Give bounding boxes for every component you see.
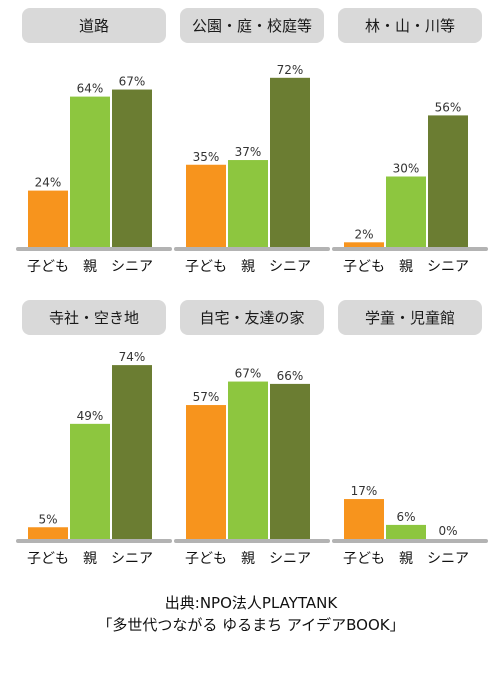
- category-label-parent: 親: [241, 551, 255, 567]
- value-label-senior: 72%: [277, 63, 304, 77]
- source-line-1: 出典:NPO法人PLAYTANK: [164, 594, 338, 612]
- bar-senior: [270, 77, 310, 247]
- category-label-parent: 親: [83, 551, 97, 567]
- panel-title-box: [180, 8, 324, 43]
- category-label-child: 子ども: [27, 551, 69, 567]
- source-note: 出典:NPO法人PLAYTANK 「多世代つながる ゆるまち アイデアBOOK」: [0, 592, 502, 636]
- chart-panel: 自宅・友達の家 57% 子ども 67% 親 66% シニア: [174, 300, 330, 567]
- bar-parent: [70, 423, 110, 539]
- value-label-child: 2%: [354, 227, 373, 241]
- category-label-parent: 親: [83, 259, 97, 275]
- category-label-senior: シニア: [269, 259, 311, 275]
- chart-grid: 道路 24% 子ども 64% 親 67% シニア 公園・庭・校庭等 35% 子ども 37% 親 72% シ…: [16, 8, 488, 567]
- value-label-child: 24%: [35, 176, 62, 190]
- panel-title-box: [338, 300, 482, 335]
- bar-parent: [228, 160, 268, 247]
- category-label-senior: シニア: [269, 551, 311, 567]
- axis-baseline: [174, 247, 330, 251]
- panel-title: 寺社・空き地: [49, 309, 139, 327]
- category-label-senior: シニア: [427, 259, 469, 275]
- value-label-child: 5%: [38, 512, 57, 526]
- value-label-senior: 66%: [277, 369, 304, 383]
- axis-baseline: [332, 539, 488, 543]
- bar-senior: [112, 365, 152, 539]
- bar-parent: [386, 176, 426, 247]
- value-label-parent: 64%: [77, 82, 104, 96]
- category-label-senior: シニア: [111, 551, 153, 567]
- panel-title: 学童・児童館: [365, 309, 455, 327]
- value-label-parent: 67%: [235, 367, 262, 381]
- panel-title-box: [22, 300, 166, 335]
- axis-baseline: [16, 247, 172, 251]
- bar-child: [186, 405, 226, 539]
- value-label-child: 35%: [193, 150, 220, 164]
- panel-title-box: [338, 8, 482, 43]
- axis-baseline: [16, 539, 172, 543]
- axis-baseline: [174, 539, 330, 543]
- value-label-senior: 67%: [119, 75, 146, 89]
- chart-panel: 学童・児童館 17% 子ども 6% 親 0% シニア: [332, 300, 488, 567]
- bar-child: [344, 242, 384, 247]
- value-label-senior: 56%: [435, 100, 462, 114]
- value-label-senior: 0%: [438, 524, 457, 538]
- bar-senior: [270, 383, 310, 539]
- category-label-child: 子ども: [343, 259, 385, 275]
- category-label-child: 子ども: [343, 551, 385, 567]
- bar-child: [186, 164, 226, 247]
- bar-senior: [428, 115, 468, 248]
- source-line-2: 「多世代つながる ゆるまち アイデアBOOK」: [97, 616, 405, 634]
- axis-baseline: [332, 247, 488, 251]
- chart-panel: 公園・庭・校庭等 35% 子ども 37% 親 72% シニア: [174, 8, 330, 275]
- value-label-senior: 74%: [119, 350, 146, 364]
- category-label-senior: シニア: [427, 551, 469, 567]
- bar-child: [344, 499, 384, 539]
- bar-child: [28, 190, 68, 247]
- panel-title: 公園・庭・校庭等: [192, 17, 312, 35]
- value-label-child: 57%: [193, 390, 220, 404]
- chart-panel: 道路 24% 子ども 64% 親 67% シニア: [16, 8, 172, 275]
- bar-parent: [228, 381, 268, 539]
- category-label-parent: 親: [399, 259, 413, 275]
- category-label-child: 子ども: [185, 259, 227, 275]
- panel-title: 林・山・川等: [365, 17, 455, 35]
- category-label-child: 子ども: [185, 551, 227, 567]
- category-label-child: 子ども: [27, 259, 69, 275]
- category-label-parent: 親: [241, 259, 255, 275]
- bar-senior: [112, 89, 152, 247]
- bar-parent: [386, 524, 426, 539]
- panel-title: 道路: [79, 17, 109, 35]
- chart-panel: 寺社・空き地 5% 子ども 49% 親 74% シニア: [16, 300, 172, 567]
- bar-parent: [70, 96, 110, 247]
- category-label-senior: シニア: [111, 259, 153, 275]
- value-label-parent: 30%: [393, 162, 420, 176]
- category-label-parent: 親: [399, 551, 413, 567]
- value-label-parent: 37%: [235, 145, 262, 159]
- value-label-child: 17%: [351, 484, 378, 498]
- bar-child: [28, 527, 68, 539]
- panel-title: 自宅・友達の家: [199, 309, 304, 327]
- value-label-parent: 49%: [77, 409, 104, 423]
- chart-panel: 林・山・川等 2% 子ども 30% 親 56% シニア: [332, 8, 488, 275]
- panel-title-box: [180, 300, 324, 335]
- value-label-parent: 6%: [396, 510, 415, 524]
- panel-title-box: [22, 8, 166, 43]
